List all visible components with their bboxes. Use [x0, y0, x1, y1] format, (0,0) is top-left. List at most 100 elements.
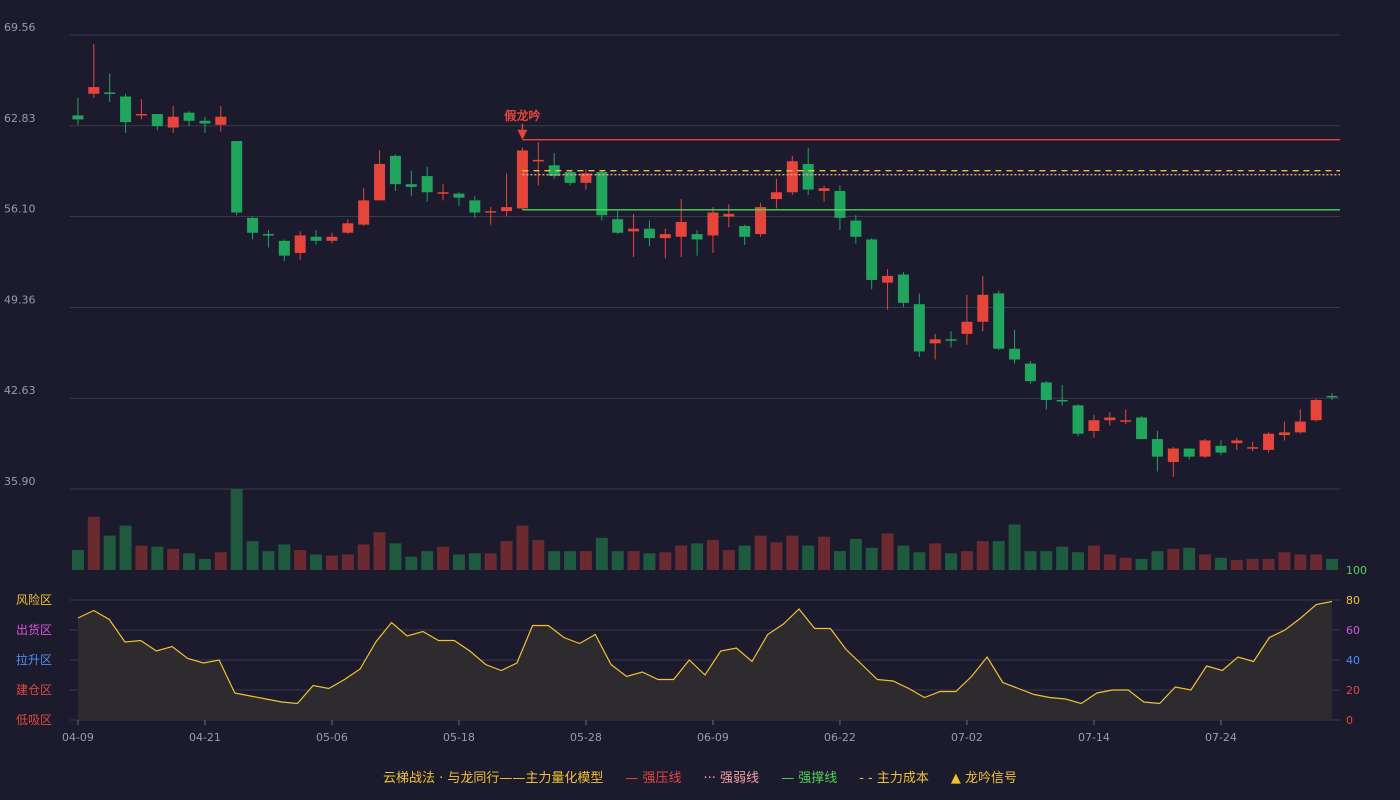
candle-body: [818, 188, 830, 191]
osc-tick-label: 20: [1346, 684, 1360, 697]
volume-bar: [310, 554, 323, 570]
date-label: 05-28: [570, 731, 602, 744]
osc-tick-label: 100: [1346, 564, 1367, 577]
volume-bar: [198, 558, 211, 570]
candle-body: [389, 155, 401, 185]
volume-bar: [421, 551, 434, 570]
zone-label: 建仓区: [16, 683, 52, 697]
volume-bar: [1119, 557, 1132, 570]
candle-body: [1120, 420, 1132, 422]
volume-bar: [1199, 554, 1212, 570]
osc-tick-label: 0: [1346, 714, 1353, 727]
volume-bar: [579, 551, 592, 570]
price-tick-label: 42.63: [4, 384, 36, 397]
volume-bar: [992, 541, 1005, 570]
date-label: 04-09: [62, 731, 94, 744]
candle-body: [135, 114, 147, 116]
volume-bar: [770, 542, 783, 570]
volume-bar: [675, 545, 688, 570]
candle-body: [1199, 440, 1211, 457]
volume-bar: [1072, 552, 1085, 570]
volume-bar: [71, 550, 84, 570]
volume-bar: [548, 551, 561, 570]
volume-bar: [1103, 554, 1116, 570]
candle-body: [1183, 448, 1195, 457]
candle-body: [437, 192, 449, 194]
volume-bar: [595, 537, 608, 570]
date-label: 07-24: [1205, 731, 1237, 744]
price-axis: 69.56 62.83 56.10 49.36 42.63 35.90: [4, 21, 36, 488]
date-axis: 04-09 04-21 05-06 05-18 05-28 06-09 06-22 07-02…: [62, 720, 1237, 744]
candle-body: [104, 92, 116, 94]
volume-bar: [754, 535, 767, 570]
volume-bar: [167, 548, 180, 570]
date-label: 05-06: [316, 731, 348, 744]
volume-bar: [691, 543, 704, 570]
zone-label: 低吸区: [16, 713, 52, 727]
volume-bar: [1056, 546, 1069, 570]
candle-body: [1167, 448, 1179, 463]
legend-item-main-cost: - - 主力成本: [859, 770, 929, 786]
candle-body: [1151, 439, 1163, 457]
volume-bar: [294, 550, 307, 570]
candle-body: [739, 225, 751, 237]
volume-bar: [786, 535, 799, 570]
date-label: 07-14: [1078, 731, 1110, 744]
candle-body: [675, 221, 687, 237]
candle-body: [945, 339, 957, 341]
volume-bar: [357, 544, 370, 570]
legend-title: 云梯战法 · 与龙同行——主力量化模型: [382, 770, 604, 786]
candle-body: [421, 176, 433, 193]
volume-bar: [87, 516, 100, 570]
zone-label: 出货区: [16, 622, 52, 637]
volume-bar: [325, 555, 338, 570]
candle-body: [628, 228, 640, 232]
volume-bar: [103, 535, 116, 570]
volume-bar: [1278, 552, 1291, 570]
volume-bar: [706, 540, 719, 570]
grid: [70, 34, 1340, 490]
volume-bar: [278, 544, 291, 570]
candle-body: [88, 87, 100, 94]
candle-body: [596, 172, 608, 216]
volume-bar: [960, 551, 973, 570]
osc-line: [77, 600, 1333, 705]
volume-bar: [627, 551, 640, 570]
candle-body: [72, 115, 84, 120]
volume-bar: [1230, 560, 1243, 570]
candle-body: [612, 219, 624, 233]
date-label: 04-21: [189, 731, 221, 744]
candle-body: [326, 236, 338, 241]
candle-body: [1215, 445, 1227, 453]
signal-label: 假龙吟: [504, 108, 540, 123]
candle-body: [199, 120, 211, 124]
volume-bar: [452, 554, 465, 570]
legend-item-pressure: — 强压线: [625, 770, 682, 786]
volume-bar: [119, 525, 132, 570]
candle-body: [929, 339, 941, 344]
volume-bar: [1246, 558, 1259, 570]
volume-bar: [659, 552, 672, 570]
candle-body: [659, 234, 671, 239]
candle-body: [215, 116, 227, 125]
candle-body: [1136, 417, 1148, 440]
volume-bar: [246, 541, 259, 570]
candle-body: [167, 116, 179, 128]
candle-body: [294, 235, 306, 253]
candle-body: [231, 141, 243, 213]
candle-body: [1247, 447, 1259, 449]
volume-bar: [643, 553, 656, 570]
volume-bar: [183, 553, 196, 570]
candle-body: [802, 163, 814, 190]
candle-body: [453, 193, 465, 198]
candle-body: [358, 200, 370, 225]
signal-arrow: [517, 129, 528, 140]
volume-bar: [802, 545, 815, 570]
volume-bar: [897, 545, 910, 570]
indicator-lines: [522, 138, 1340, 211]
candle-body: [1263, 433, 1275, 450]
candle-body: [913, 304, 925, 352]
volume-bar: [611, 551, 624, 570]
